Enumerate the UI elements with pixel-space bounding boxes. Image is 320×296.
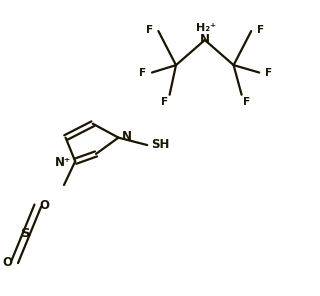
Text: F: F	[161, 97, 168, 107]
Text: S: S	[21, 227, 31, 240]
Text: H₂⁺: H₂⁺	[196, 22, 216, 33]
Text: F: F	[146, 25, 153, 35]
Text: O: O	[3, 256, 13, 269]
Text: F: F	[265, 67, 272, 78]
Text: F: F	[243, 97, 250, 107]
Text: N: N	[200, 33, 210, 46]
Text: SH: SH	[151, 138, 169, 151]
Text: N: N	[122, 130, 132, 143]
Text: F: F	[257, 25, 264, 35]
Text: F: F	[139, 67, 146, 78]
Text: N⁺: N⁺	[55, 156, 71, 169]
Text: O: O	[40, 199, 50, 212]
